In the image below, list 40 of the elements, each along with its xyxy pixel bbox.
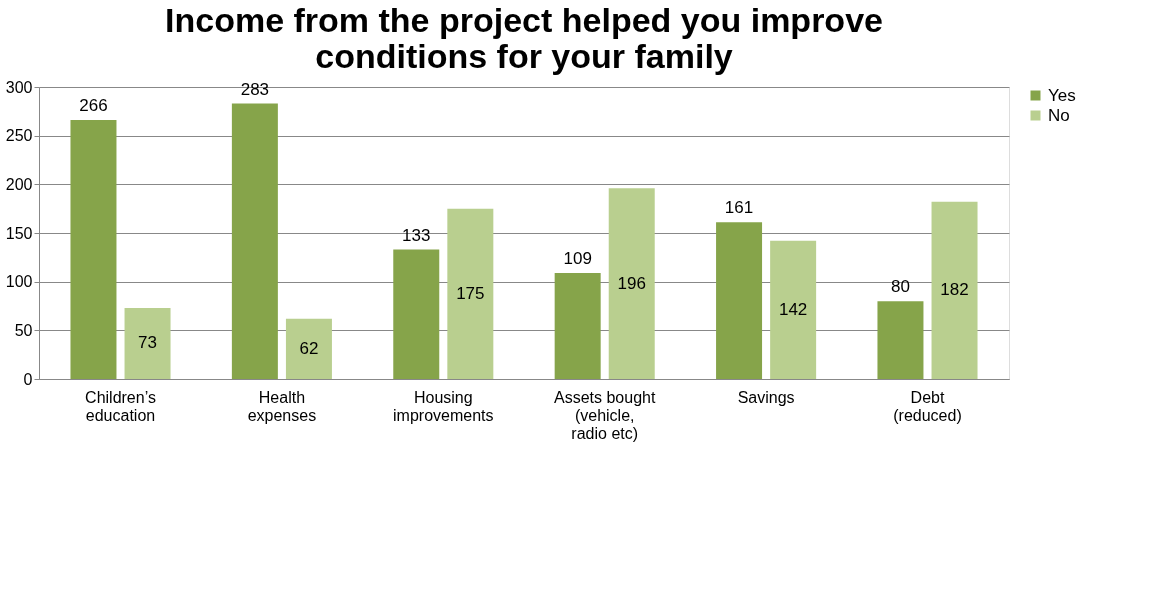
- y-tick-label: 250: [5, 127, 33, 145]
- data-label: 109: [563, 248, 592, 268]
- bar: [716, 222, 763, 379]
- bar: [124, 307, 171, 379]
- x-tick-label: Debt (reduced): [893, 388, 962, 424]
- data-label: 196: [617, 273, 646, 293]
- x-tick-label: Housing improvements: [393, 388, 494, 424]
- y-tick-label: 200: [5, 175, 33, 193]
- bar: [931, 201, 978, 379]
- x-tick-label: Assets bought (vehicle, radio etc): [554, 388, 656, 442]
- bar: [447, 208, 494, 379]
- x-tick-label: Health expenses: [247, 388, 317, 424]
- bar: [877, 301, 924, 379]
- legend-label: Yes: [1048, 85, 1076, 105]
- bar: [554, 272, 601, 379]
- y-tick-label: 50: [14, 321, 33, 339]
- x-tick-label: Children’s education: [85, 388, 156, 424]
- data-label: 175: [456, 283, 485, 303]
- bar: [231, 103, 278, 379]
- y-tick-label: 0: [23, 370, 33, 388]
- data-label: 283: [240, 79, 270, 99]
- data-label: 80: [891, 277, 910, 297]
- bar: [393, 249, 440, 379]
- bar: [285, 318, 332, 379]
- data-label: 62: [299, 338, 319, 358]
- x-tick-label: Savings: [737, 388, 795, 406]
- legend-label: No: [1048, 105, 1070, 125]
- data-label: 133: [402, 225, 431, 245]
- y-tick-label: 150: [5, 224, 33, 242]
- bar: [770, 240, 817, 379]
- data-label: 266: [79, 96, 108, 116]
- data-label: 142: [778, 299, 808, 319]
- bar: [70, 120, 117, 379]
- y-tick-label: 300: [5, 78, 33, 96]
- chart-title: Income from the project helped you improve conditions for your family: [165, 1, 883, 75]
- y-tick-label: 100: [5, 273, 33, 291]
- bar: [608, 188, 655, 379]
- data-label: 161: [724, 198, 754, 218]
- data-label: 182: [940, 280, 969, 300]
- data-label: 73: [138, 333, 157, 353]
